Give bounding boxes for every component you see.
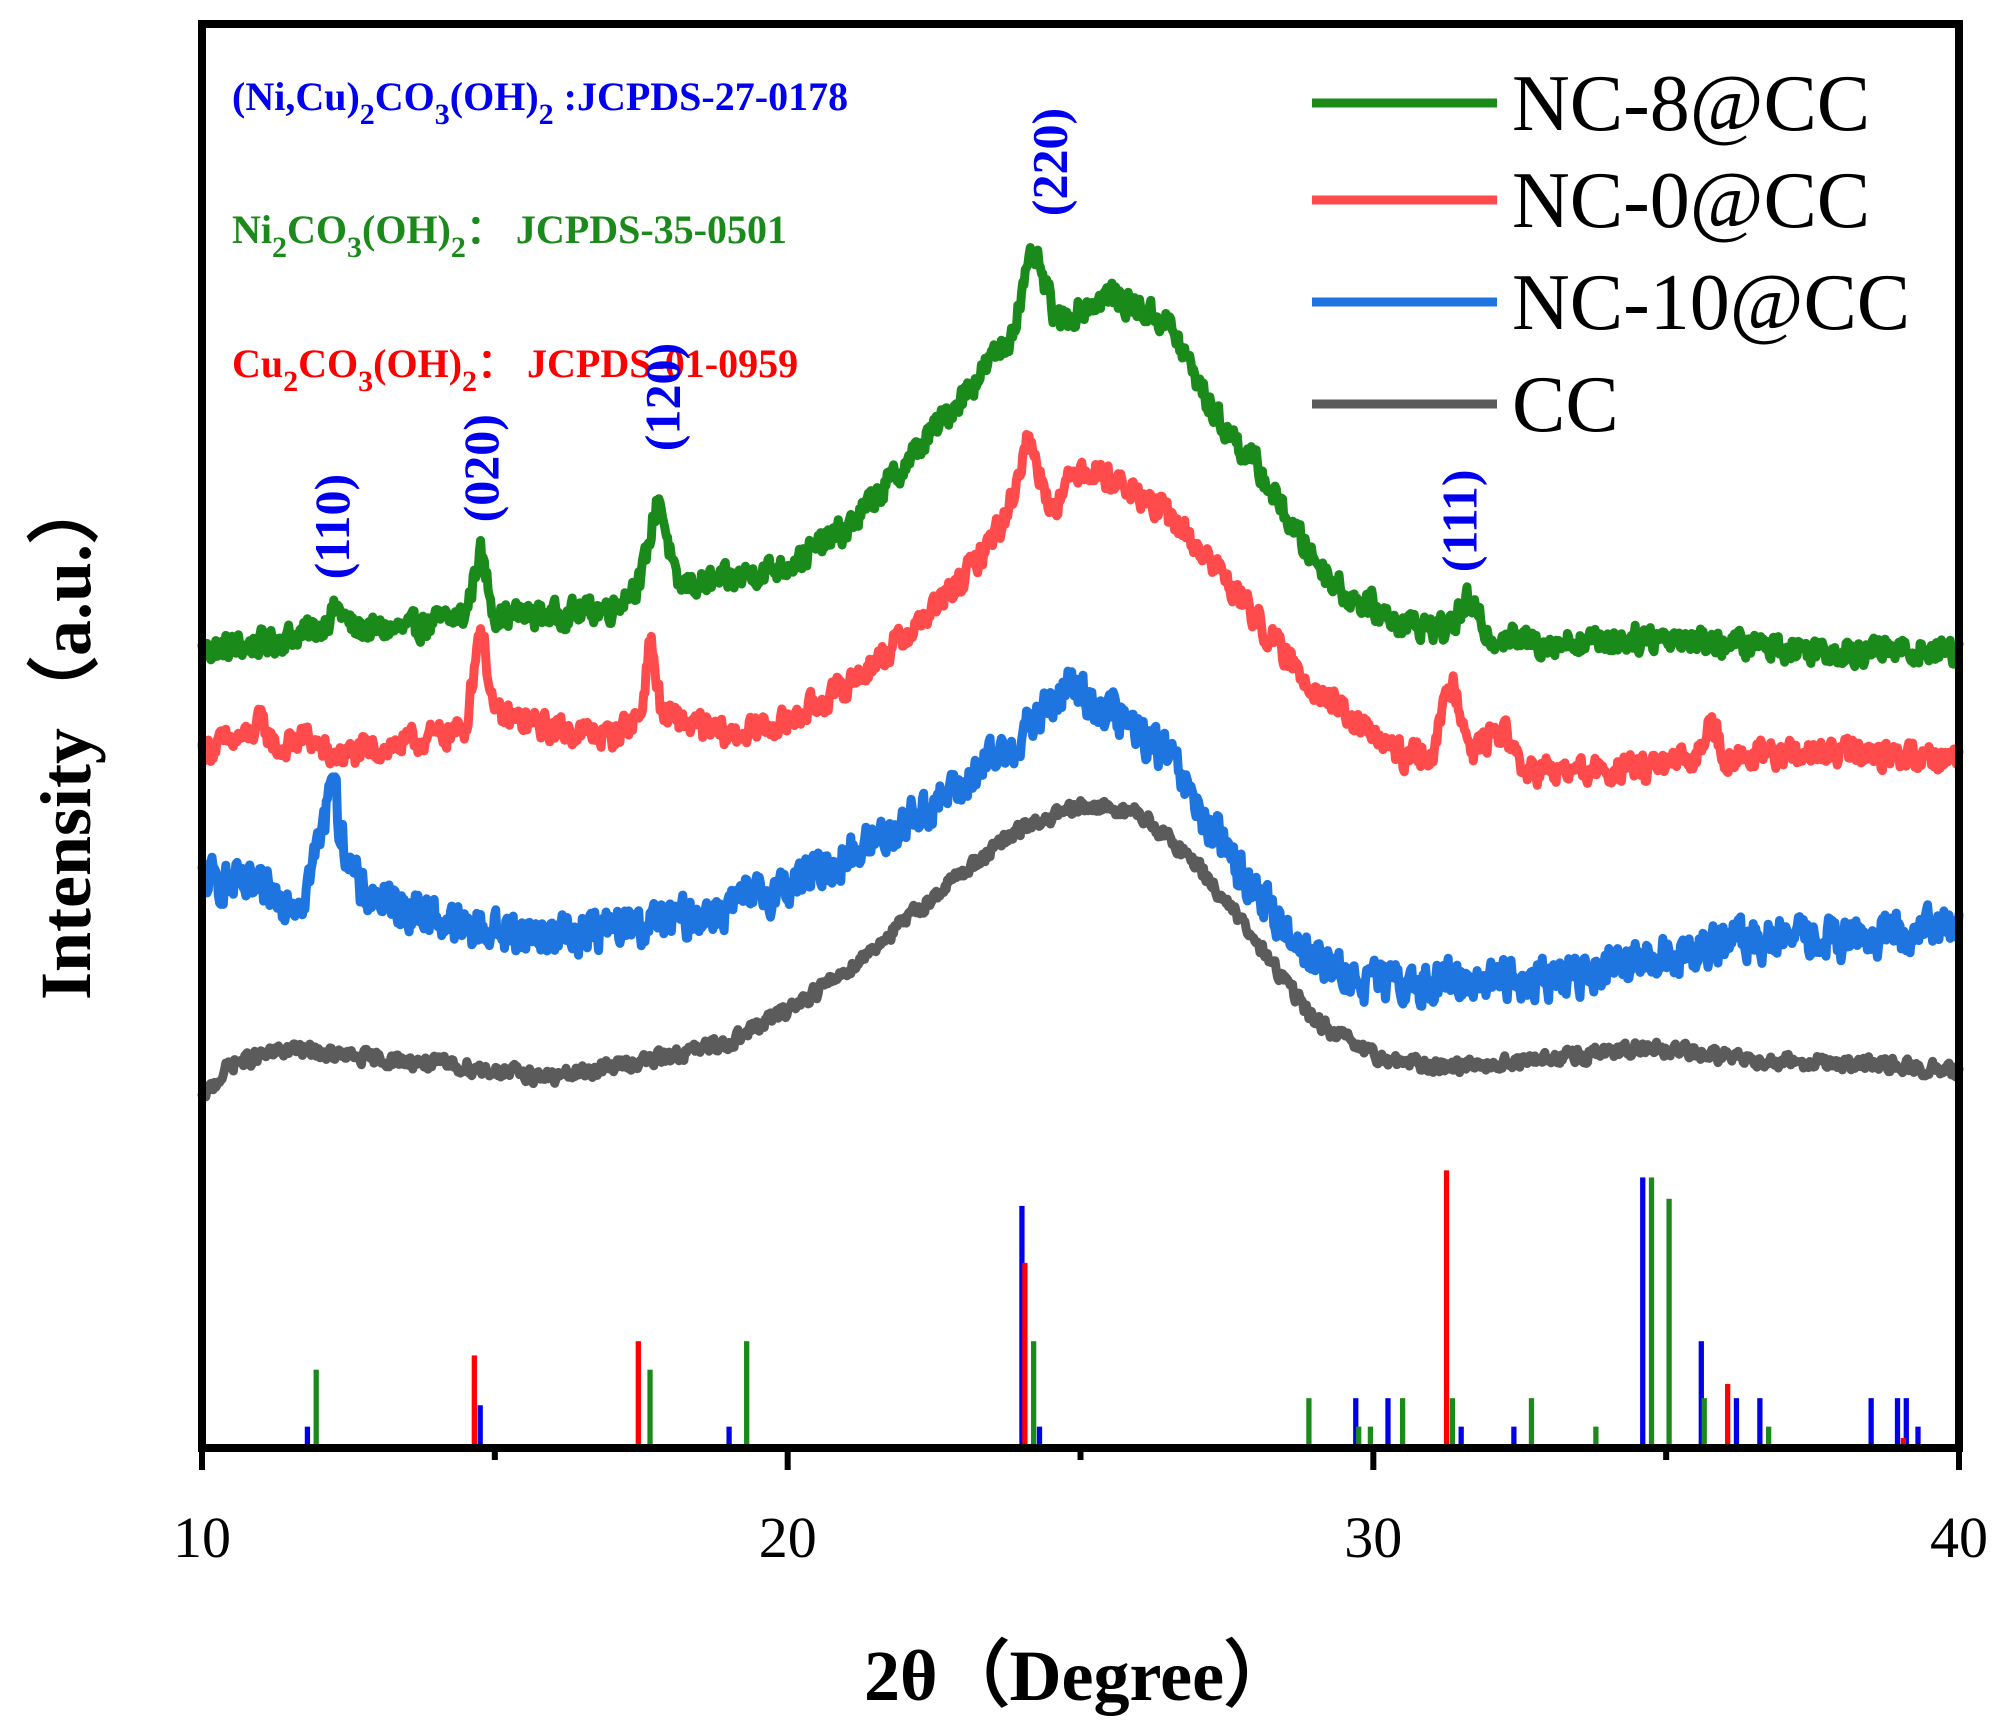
- reference-stick: [1306, 1398, 1312, 1448]
- reference-stick: [1385, 1398, 1391, 1448]
- series-line-nc-10-cc: [197, 666, 1964, 1011]
- reference-stick: [1757, 1398, 1763, 1448]
- reference-stick: [1593, 1426, 1599, 1448]
- ref-label-cu: Cu2CO3(OH)2： JCPDS-01-0959: [232, 341, 798, 398]
- reference-stick: [1701, 1398, 1707, 1448]
- reference-sticks: [304, 1170, 1921, 1448]
- reference-stick: [1666, 1198, 1672, 1448]
- legend-label-nc8: NC-8@CC: [1512, 60, 1870, 148]
- x-tick-labels: 10 20 30 40: [173, 1505, 1988, 1570]
- reference-stick: [1511, 1426, 1517, 1448]
- reference-stick: [635, 1341, 641, 1448]
- peak-label: (111): [1431, 469, 1487, 572]
- reference-stick: [1640, 1177, 1646, 1448]
- reference-stick: [1022, 1262, 1028, 1448]
- reference-stick: [744, 1341, 750, 1448]
- series-layer: [197, 243, 1964, 1102]
- reference-set-1: [313, 1177, 1772, 1448]
- x-axis-title: 2θ（Degree）: [864, 1636, 1296, 1716]
- reference-stick: [1031, 1341, 1037, 1448]
- reference-stick: [1903, 1398, 1909, 1448]
- reference-stick: [1367, 1426, 1374, 1448]
- reference-stick: [1915, 1426, 1921, 1448]
- reference-stick: [304, 1426, 311, 1448]
- axis-ticks: [199, 1448, 1962, 1470]
- reference-stick: [1733, 1398, 1740, 1448]
- peak-label: (020): [453, 414, 509, 522]
- reference-stick: [1019, 1205, 1025, 1448]
- reference-stick: [1443, 1170, 1450, 1448]
- x-tick-label: 40: [1930, 1505, 1988, 1570]
- reference-stick: [647, 1369, 653, 1448]
- reference-set-0: [304, 1177, 1921, 1448]
- reference-stick: [1449, 1398, 1456, 1448]
- x-tick-label: 30: [1344, 1505, 1402, 1570]
- series-line-nc-0-cc: [197, 430, 1964, 790]
- reference-stick: [1036, 1426, 1043, 1448]
- ref-label-nicu: (Ni,Cu)2CO3(OH)2 :JCPDS-27-0178: [232, 74, 848, 131]
- reference-stick: [1458, 1426, 1464, 1448]
- series-line-nc-8-cc: [197, 243, 1964, 672]
- reference-stick: [726, 1426, 732, 1448]
- reference-stick: [1868, 1398, 1874, 1448]
- reference-stick: [313, 1369, 319, 1448]
- reference-stick: [471, 1355, 477, 1448]
- legend: NC-8@CC NC-0@CC NC-10@CC CC: [1312, 60, 1910, 449]
- x-tick-label: 20: [759, 1505, 817, 1570]
- reference-stick: [1725, 1383, 1731, 1448]
- reference-stick: [1698, 1341, 1704, 1448]
- peak-label: (220): [1021, 108, 1077, 216]
- reference-stick: [477, 1405, 483, 1448]
- reference-labels: (Ni,Cu)2CO3(OH)2 :JCPDS-27-0178 Ni2CO3(O…: [232, 74, 848, 398]
- reference-stick: [1766, 1426, 1772, 1448]
- reference-stick: [1399, 1398, 1406, 1448]
- series-line-cc: [197, 796, 1964, 1102]
- x-tick-label: 10: [173, 1505, 231, 1570]
- reference-stick: [1356, 1426, 1362, 1448]
- legend-label-nc0: NC-0@CC: [1512, 157, 1870, 245]
- reference-set-2: [471, 1170, 1906, 1448]
- ref-label-ni: Ni2CO3(OH)2： JCPDS-35-0501: [232, 207, 787, 264]
- reference-stick: [1900, 1438, 1906, 1448]
- legend-label-cc: CC: [1512, 361, 1619, 449]
- peak-labels: (110) (020) (120) (220) (111): [304, 108, 1488, 580]
- reference-stick: [1648, 1177, 1655, 1448]
- reference-stick: [1528, 1398, 1535, 1448]
- peak-label: (110): [304, 474, 360, 580]
- reference-stick: [1353, 1398, 1359, 1448]
- y-axis-title: Intensity（a.u.）: [26, 472, 106, 1000]
- legend-label-nc10: NC-10@CC: [1512, 259, 1910, 347]
- reference-stick: [1894, 1398, 1901, 1448]
- peak-label: (120): [635, 343, 691, 451]
